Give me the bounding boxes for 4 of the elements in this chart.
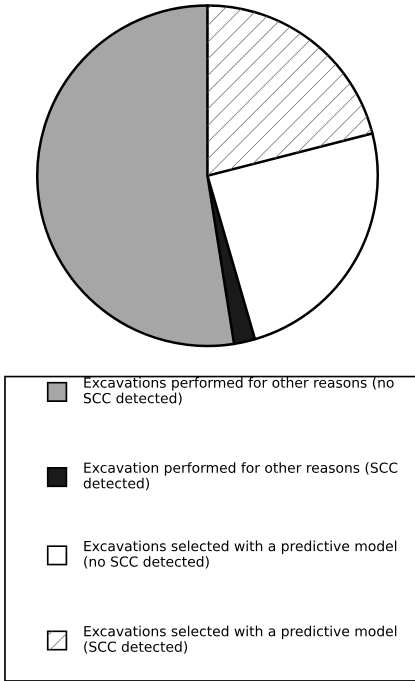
legend-label: Excavation performed for other reasons (SCC detected): [84, 462, 398, 490]
legend-label: Excavations performed for other reasons (no SCC detected): [84, 377, 394, 406]
legend-label: Excavations selected with a predictive model (no SCC detected): [84, 540, 396, 568]
legend-label: Excavations selected with a predictive model (SCC detected): [84, 626, 396, 654]
